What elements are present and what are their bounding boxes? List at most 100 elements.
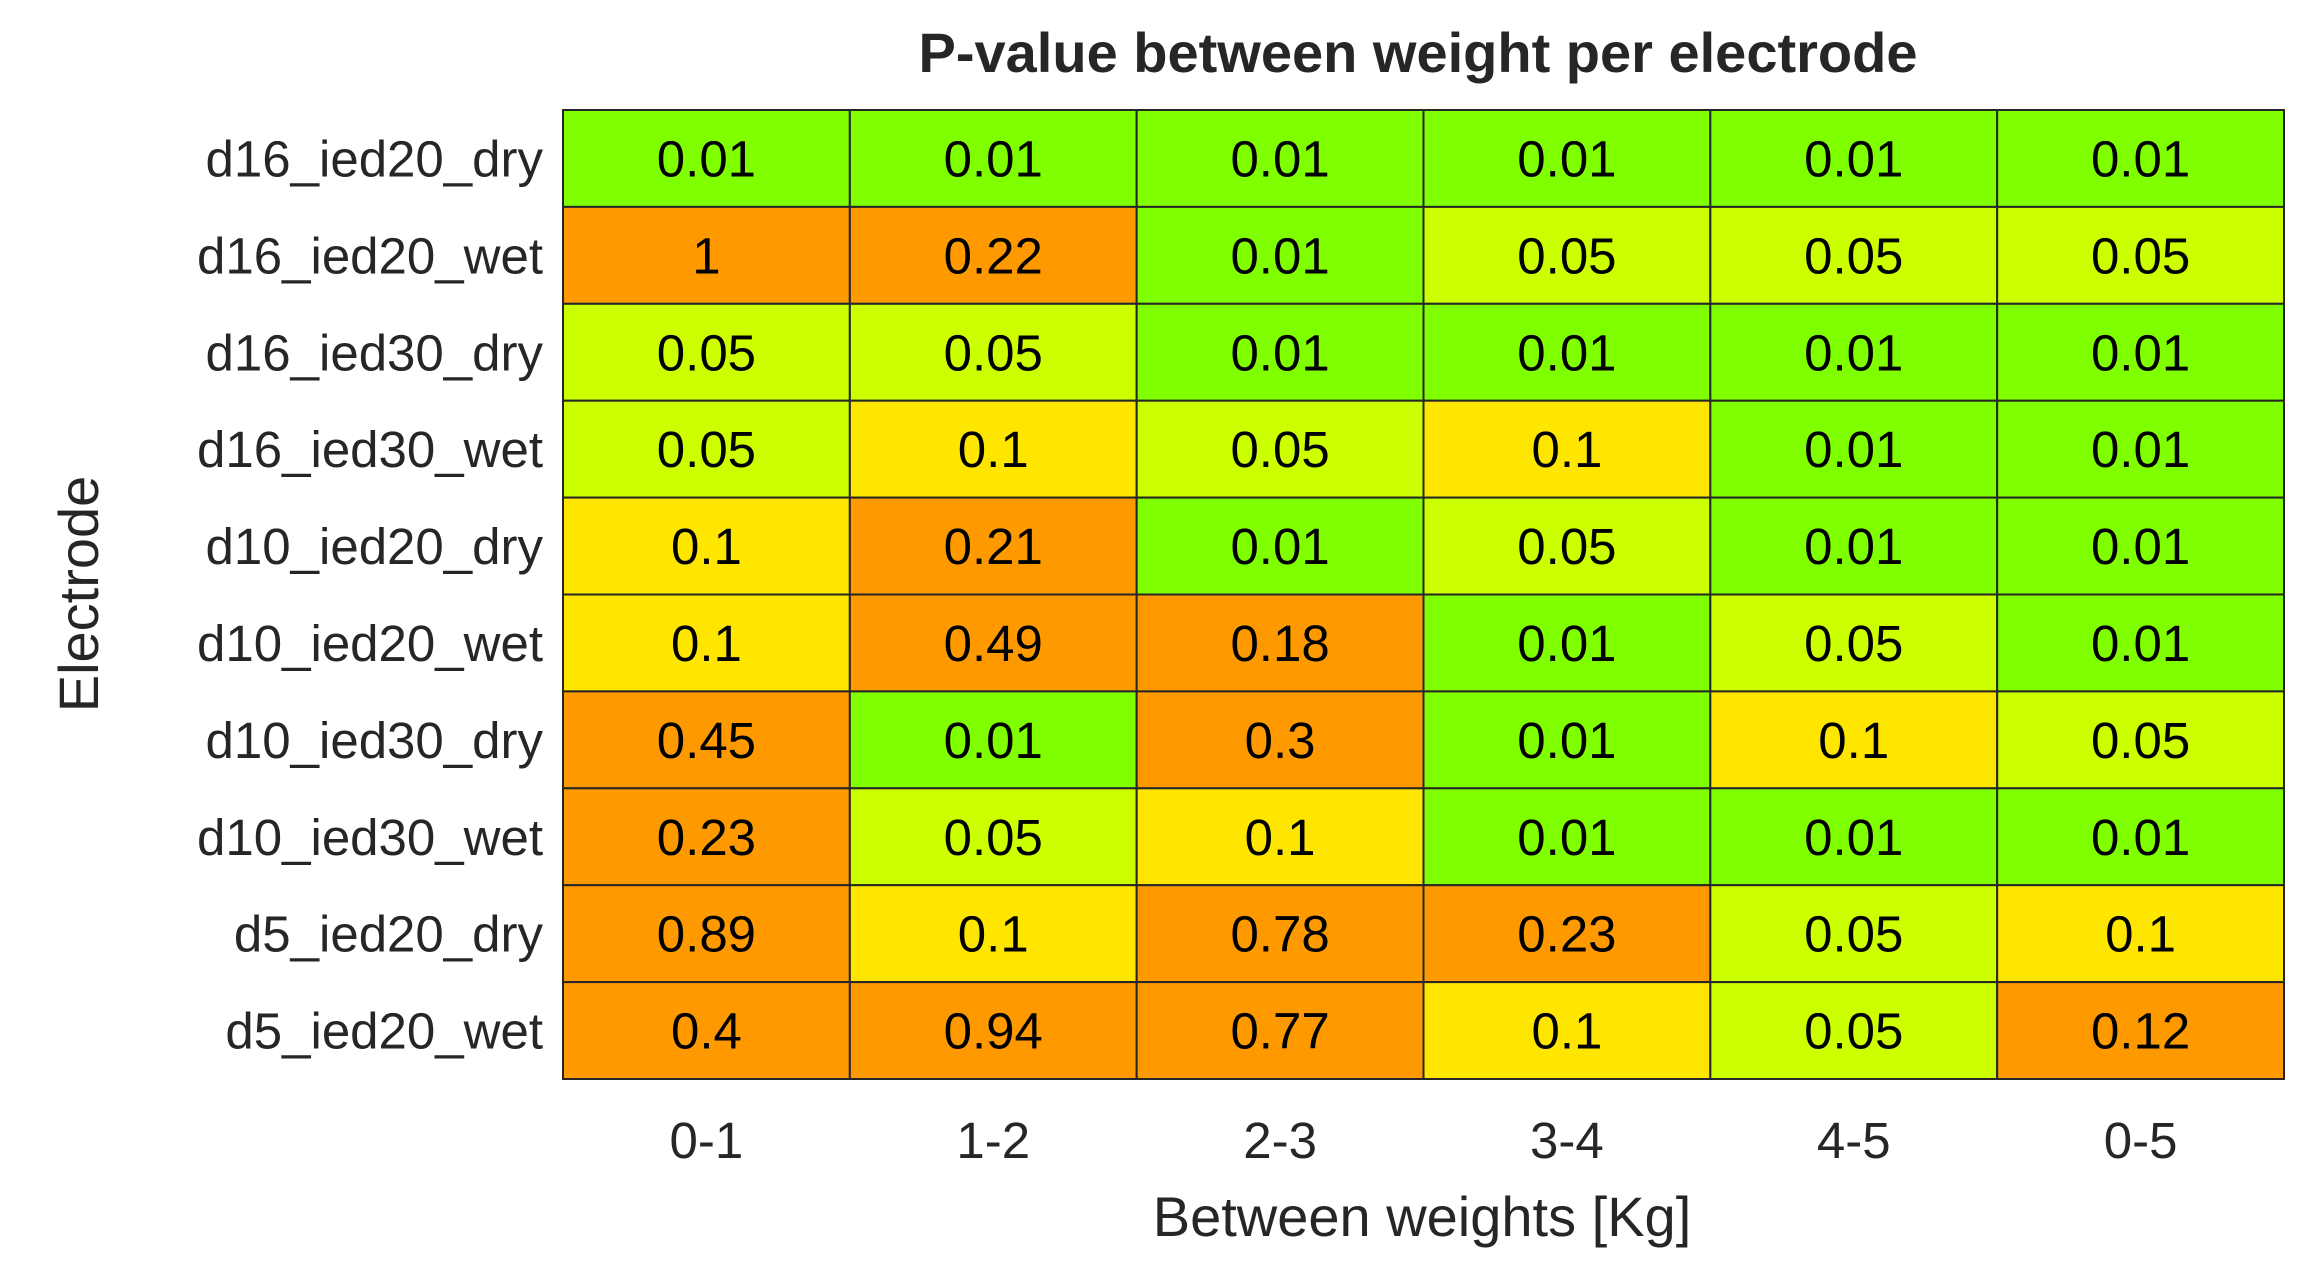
cell-value-label: 0.01 [1230,227,1329,284]
cell-value-label: 0.01 [1517,809,1616,866]
x-tick-label: 1-2 [956,1112,1030,1169]
heatmap-cell [562,496,851,596]
y-tick-label: d10_ied20_wet [197,615,543,672]
cell-value-label: 0.01 [1804,518,1903,575]
cell-value-label: 0.05 [1804,227,1903,284]
y-tick-label: d10_ied30_dry [206,712,544,769]
cell-value-label: 0.01 [1804,130,1903,187]
cell-value-label: 0.01 [1517,130,1616,187]
heatmap-cell [1709,496,1999,596]
x-tick-label: 0-1 [670,1112,744,1169]
cell-value-label: 0.21 [944,518,1043,575]
heatmap-cell [1996,787,2285,887]
y-tick-label: d16_ied20_dry [206,130,544,187]
cell-value-label: 0.94 [944,1003,1043,1060]
cell-value-label: 0.01 [2091,421,2190,478]
chart-title: P-value between weight per electrode [919,21,1918,84]
heatmap-cell [1422,496,1712,596]
cell-value-label: 0.01 [2091,615,2190,672]
heatmap-cell [1135,496,1425,596]
y-tick-label: d16_ied20_wet [197,227,543,284]
x-tick-label: 2-3 [1243,1112,1317,1169]
cell-value-label: 0.01 [2091,130,2190,187]
heatmap-cell [1422,399,1712,499]
heatmap-cell [562,302,851,402]
y-tick-label: d5_ied20_wet [225,1003,543,1060]
x-tick-label: 4-5 [1817,1112,1891,1169]
heatmap-cell [1709,981,1999,1080]
cell-value-label: 0.1 [1818,712,1889,769]
cell-value-label: 0.1 [1531,421,1602,478]
heatmap-cell [562,884,851,984]
y-tick-labels: d16_ied20_dry d16_ied20_wet d16_ied30_dryd… [197,130,543,1059]
cell-value-label: 0.1 [1245,809,1316,866]
heatmap-cell [1422,302,1712,402]
x-tick-labels: 0-1 1-2 2-3 3-4 4-5 0-5 [670,1112,2178,1169]
heatmap-cell [1996,690,2285,790]
heatmap-cell [848,884,1138,984]
cell-value-label: 0.05 [2091,712,2190,769]
heatmap-cell [848,109,1138,208]
heatmap-cell [1135,884,1425,984]
heatmap-cell [562,787,851,887]
cell-value-label: 0.01 [1517,324,1616,381]
heatmap-cell [1422,205,1712,305]
cell-value-label: 0.01 [944,712,1043,769]
heatmap-cell [1996,884,2285,984]
y-axis-label: Electrode [47,476,110,713]
cell-value-label: 0.49 [944,615,1043,672]
cell-value-label: 0.05 [944,809,1043,866]
cell-value-label: 0.1 [671,518,742,575]
cell-value-label: 0.01 [2091,324,2190,381]
x-tick-label: 0-5 [2104,1112,2178,1169]
cell-value-label: 0.23 [1517,906,1616,963]
cell-value-label: 0.3 [1245,712,1316,769]
heatmap-cell [848,981,1138,1080]
y-tick-label: d10_ied20_dry [206,518,544,575]
cell-value-label: 0.1 [958,421,1029,478]
y-tick-label: d5_ied20_dry [234,906,544,963]
cell-value-label: 0.78 [1230,906,1329,963]
cell-value-label: 0.89 [657,906,756,963]
plot-frame [562,109,2285,1080]
cell-value-label: 0.01 [944,130,1043,187]
heatmap-cell [1709,109,1999,208]
heatmap-cell [1709,787,1999,887]
cell-value-label: 0.01 [1517,615,1616,672]
heatmap-cell [848,302,1138,402]
heatmap-cell [562,399,851,499]
cell-value-label: 0.01 [1804,324,1903,381]
cell-value-label: 0.05 [1517,518,1616,575]
cell-value-label: 0.05 [944,324,1043,381]
cell-value-label: 0.05 [2091,227,2190,284]
cell-values: 0.01 0.01 0.01 0.01 0.01 0.01 1 0.22 0.01 0.05 0.0… [657,130,2190,1059]
heatmap-cell [562,981,851,1080]
cell-value-label: 0.1 [2105,906,2176,963]
heatmap-cell [1709,302,1999,402]
cell-value-label: 0.23 [657,809,756,866]
heatmap-cell [1422,690,1712,790]
heatmap-cell [1996,205,2285,305]
cell-value-label: 0.05 [1804,615,1903,672]
heatmap-cell [1422,109,1712,208]
cell-value-label: 0.01 [1230,518,1329,575]
y-tick-label: d16_ied30_wet [197,421,543,478]
heatmap-cell [1996,109,2285,208]
cell-value-label: 0.77 [1230,1003,1329,1060]
heatmap-cell [1135,399,1425,499]
heatmap-cell [1709,593,1999,693]
heatmap-cell [848,690,1138,790]
cell-value-label: 0.01 [1804,421,1903,478]
heatmap-cell [562,593,851,693]
cell-value-label: 0.1 [671,615,742,672]
cell-value-label: 0.05 [1230,421,1329,478]
y-tick-label: d16_ied30_dry [206,324,544,381]
heatmap-cell [562,690,851,790]
heatmap-cell [1422,787,1712,887]
cell-value-label: 0.05 [1517,227,1616,284]
heatmap-cell [562,109,851,208]
heatmap-cell [1996,302,2285,402]
cell-value-label: 0.18 [1230,615,1329,672]
cell-value-label: 1 [692,227,720,284]
